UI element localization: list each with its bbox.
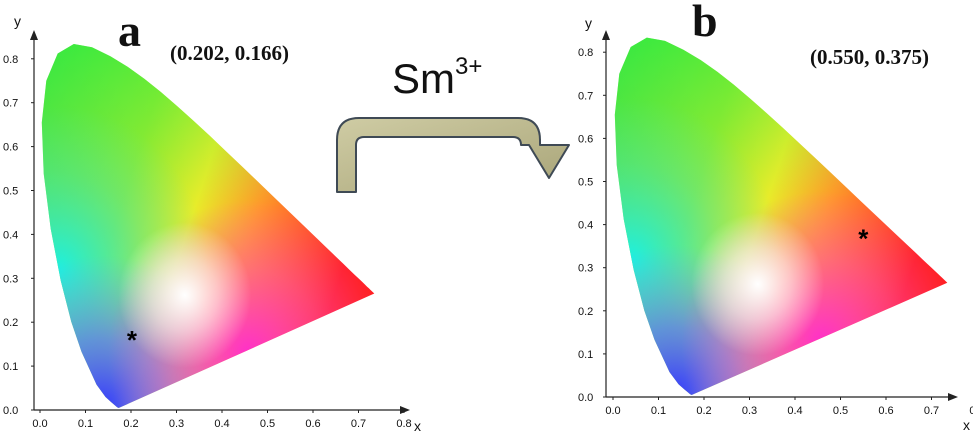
ion-symbol: Sm bbox=[392, 55, 455, 102]
x-axis-name: x bbox=[414, 418, 421, 434]
y-tick-label: 0.5 bbox=[3, 186, 18, 198]
y-tick-label: 0.5 bbox=[578, 177, 593, 189]
x-axis-arrowhead-icon bbox=[948, 393, 958, 401]
x-tick-label: 0.4 bbox=[787, 405, 802, 417]
panel-label-b: b bbox=[692, 0, 718, 46]
x-tick-label: 0.2 bbox=[123, 418, 138, 430]
y-tick-label: 0.4 bbox=[3, 229, 18, 241]
y-tick-label: 0.1 bbox=[578, 349, 593, 361]
y-tick-label: 0.7 bbox=[3, 98, 18, 110]
chromaticity-panel-a: y x 0.0 0.1 0.2 0.3 0.4 0.5 0.6 0.7 0.8 0.0 0.1 0.2 0.… bbox=[3, 5, 421, 434]
x-tick-label: 0.7 bbox=[351, 418, 366, 430]
y-axis-arrowhead-icon bbox=[602, 30, 610, 40]
x-tick-label: 0.8 bbox=[969, 405, 973, 417]
y-tick-label: 0.2 bbox=[578, 306, 593, 318]
x-tick-label: 0.1 bbox=[651, 405, 666, 417]
cie-gamut-b bbox=[614, 37, 948, 395]
y-tick-label: 0.0 bbox=[3, 405, 18, 417]
x-tick-label: 0.5 bbox=[260, 418, 275, 430]
x-axis-arrowhead-icon bbox=[400, 406, 410, 414]
x-tick-label: 0.0 bbox=[605, 405, 620, 417]
cie-gamut-a bbox=[41, 44, 375, 408]
x-tick-label: 0.7 bbox=[924, 405, 939, 417]
color-coordinate-marker-a: * bbox=[127, 325, 138, 355]
x-tick-label: 0.1 bbox=[78, 418, 93, 430]
bent-arrow-icon bbox=[336, 117, 570, 193]
y-tick-label: 0.6 bbox=[578, 133, 593, 145]
y-axis-name: y bbox=[585, 15, 592, 31]
x-tick-label: 0.4 bbox=[214, 418, 229, 430]
axes-b: y x 0.0 0.1 0.2 0.3 0.4 0.5 0.6 0.7 0.8 0.0 0.1 0.2 0.… bbox=[578, 15, 973, 433]
gamut-white-point-overlay-b bbox=[614, 37, 948, 395]
y-tick-label: 0.3 bbox=[3, 273, 18, 285]
y-tick-label: 0.4 bbox=[578, 220, 593, 232]
y-axis-name: y bbox=[14, 13, 21, 29]
y-axis-arrowhead-icon bbox=[30, 30, 38, 40]
x-tick-label: 0.6 bbox=[878, 405, 893, 417]
y-tick-label: 0.1 bbox=[3, 361, 18, 373]
x-axis-name: x bbox=[963, 417, 970, 433]
x-tick-label: 0.8 bbox=[396, 418, 411, 430]
y-tick-label: 0.6 bbox=[3, 142, 18, 154]
x-tick-label: 0.6 bbox=[305, 418, 320, 430]
y-tick-label: 0.7 bbox=[578, 90, 593, 102]
x-tick-label: 0.3 bbox=[742, 405, 757, 417]
axes-a: y x 0.0 0.1 0.2 0.3 0.4 0.5 0.6 0.7 0.8 0.0 0.1 0.2 0.… bbox=[3, 13, 421, 434]
y-tick-label: 0.2 bbox=[3, 317, 18, 329]
gamut-white-point-overlay-a bbox=[41, 44, 375, 408]
panel-label-a: a bbox=[118, 5, 141, 56]
ion-charge: 3+ bbox=[455, 53, 482, 80]
y-tick-label: 0.8 bbox=[3, 54, 18, 66]
x-tick-label: 0.5 bbox=[833, 405, 848, 417]
y-tick-label: 0.0 bbox=[578, 392, 593, 404]
x-tick-label: 0.3 bbox=[169, 418, 184, 430]
chromaticity-panel-b: y x 0.0 0.1 0.2 0.3 0.4 0.5 0.6 0.7 0.8 0.0 0.1 0.2 0.… bbox=[578, 0, 973, 433]
ion-label: Sm3+ bbox=[392, 53, 482, 102]
x-tick-label: 0.0 bbox=[32, 418, 47, 430]
y-tick-label: 0.3 bbox=[578, 263, 593, 275]
doping-transition: Sm3+ bbox=[336, 53, 570, 193]
x-tick-label: 0.2 bbox=[696, 405, 711, 417]
coordinate-label-b: (0.550, 0.375) bbox=[810, 45, 929, 69]
y-tick-label: 0.8 bbox=[578, 47, 593, 59]
color-coordinate-marker-b: * bbox=[858, 223, 869, 253]
coordinate-label-a: (0.202, 0.166) bbox=[170, 41, 289, 65]
